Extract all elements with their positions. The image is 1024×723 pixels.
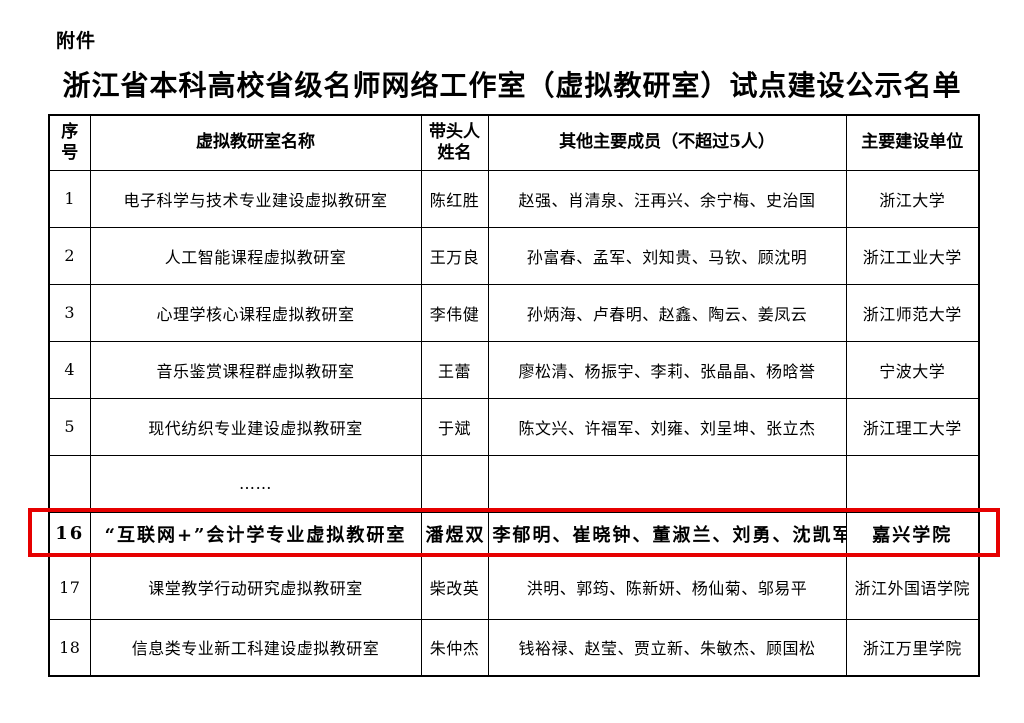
cell-no: 16 <box>48 511 91 556</box>
cell-leader: 王万良 <box>420 226 489 285</box>
cell-name: 现代纺织专业建设虚拟教研室 <box>89 397 422 456</box>
cell-no: 5 <box>48 397 91 456</box>
cell-leader: 柴改英 <box>420 554 489 620</box>
cell-unit: 浙江外国语学院 <box>845 554 980 620</box>
table-wrapper: 序 号 虚拟教研室名称 带头人 姓名 其他主要成员（不超过5人） 主要建设单位 … <box>28 114 1000 677</box>
attachment-label: 附件 <box>56 30 97 52</box>
header-members: 其他主要成员（不超过5人） <box>487 114 847 171</box>
cell-no: 3 <box>48 283 91 342</box>
cell-name: 人工智能课程虚拟教研室 <box>89 226 422 285</box>
cell-leader <box>420 454 489 513</box>
cell-leader: 王蕾 <box>420 340 489 399</box>
cell-unit: 浙江大学 <box>845 169 980 228</box>
cell-no: 17 <box>48 554 91 620</box>
cell-members: 赵强、肖清泉、汪再兴、余宁梅、史治国 <box>487 169 847 228</box>
header-no: 序 号 <box>48 114 91 171</box>
page-title: 浙江省本科高校省级名师网络工作室（虚拟教研室）试点建设公示名单 <box>62 69 962 102</box>
header-leader: 带头人 姓名 <box>420 114 489 171</box>
table-row: 2 人工智能课程虚拟教研室 王万良 孙富春、孟军、刘知贵、马钦、顾沈明 浙江工业大学 <box>48 226 980 285</box>
cell-members: 李郁明、崔晓钟、董淑兰、刘勇、沈凯军 <box>487 511 847 556</box>
cell-name: …… <box>89 454 422 513</box>
table-row: 18 信息类专业新工科建设虚拟教研室 朱仲杰 钱裕禄、赵莹、贾立新、朱敏杰、顾国松 浙江… <box>48 618 980 677</box>
cell-unit <box>845 454 980 513</box>
roster-table: 序 号 虚拟教研室名称 带头人 姓名 其他主要成员（不超过5人） 主要建设单位 … <box>48 114 980 677</box>
cell-members: 孙富春、孟军、刘知贵、马钦、顾沈明 <box>487 226 847 285</box>
cell-name: “互联网+”会计学专业虚拟教研室 <box>89 511 422 556</box>
cell-members: 钱裕禄、赵莹、贾立新、朱敏杰、顾国松 <box>487 618 847 677</box>
table-row: 16 “互联网+”会计学专业虚拟教研室 潘煜双 李郁明、崔晓钟、董淑兰、刘勇、沈凯军嘉… <box>48 511 980 556</box>
cell-name: 心理学核心课程虚拟教研室 <box>89 283 422 342</box>
cell-members <box>487 454 847 513</box>
table-row: 17 课堂教学行动研究虚拟教研室 柴改英 洪明、郭筠、陈新妍、杨仙菊、邬易平 浙江外国语… <box>48 554 980 620</box>
table-row: 5 现代纺织专业建设虚拟教研室 于斌 陈文兴、许福军、刘雍、刘呈坤、张立杰 浙江理工大学 <box>48 397 980 456</box>
cell-no: 2 <box>48 226 91 285</box>
cell-unit: 浙江万里学院 <box>845 618 980 677</box>
cell-members: 廖松清、杨振宇、李莉、张晶晶、杨晗誉 <box>487 340 847 399</box>
cell-no <box>48 454 91 513</box>
cell-members: 孙炳海、卢春明、赵鑫、陶云、姜凤云 <box>487 283 847 342</box>
cell-name: 音乐鉴赏课程群虚拟教研室 <box>89 340 422 399</box>
cell-unit: 浙江师范大学 <box>845 283 980 342</box>
header-unit: 主要建设单位 <box>845 114 980 171</box>
cell-members: 洪明、郭筠、陈新妍、杨仙菊、邬易平 <box>487 554 847 620</box>
table-header: 序 号 虚拟教研室名称 带头人 姓名 其他主要成员（不超过5人） 主要建设单位 <box>48 114 980 171</box>
table-row: …… <box>48 454 980 513</box>
cell-leader: 陈红胜 <box>420 169 489 228</box>
cell-unit: 宁波大学 <box>845 340 980 399</box>
cell-name: 信息类专业新工科建设虚拟教研室 <box>89 618 422 677</box>
cell-leader: 朱仲杰 <box>420 618 489 677</box>
cell-name: 课堂教学行动研究虚拟教研室 <box>89 554 422 620</box>
cell-no: 4 <box>48 340 91 399</box>
table-row: 4 音乐鉴赏课程群虚拟教研室 王蕾 廖松清、杨振宇、李莉、张晶晶、杨晗誉 宁波大学 <box>48 340 980 399</box>
table-row: 3 心理学核心课程虚拟教研室 李伟健 孙炳海、卢春明、赵鑫、陶云、姜凤云 浙江师范大学 <box>48 283 980 342</box>
cell-name: 电子科学与技术专业建设虚拟教研室 <box>89 169 422 228</box>
cell-no: 18 <box>48 618 91 677</box>
cell-no: 1 <box>48 169 91 228</box>
cell-leader: 李伟健 <box>420 283 489 342</box>
header-row: 序 号 虚拟教研室名称 带头人 姓名 其他主要成员（不超过5人） 主要建设单位 <box>48 114 980 171</box>
cell-members: 陈文兴、许福军、刘雍、刘呈坤、张立杰 <box>487 397 847 456</box>
cell-leader: 于斌 <box>420 397 489 456</box>
table-body: 1 电子科学与技术专业建设虚拟教研室 陈红胜 赵强、肖清泉、汪再兴、余宁梅、史治国 浙江… <box>48 169 980 677</box>
cell-leader: 潘煜双 <box>420 511 489 556</box>
header-name: 虚拟教研室名称 <box>89 114 422 171</box>
cell-unit: 浙江理工大学 <box>845 397 980 456</box>
table-row: 1 电子科学与技术专业建设虚拟教研室 陈红胜 赵强、肖清泉、汪再兴、余宁梅、史治国 浙江… <box>48 169 980 228</box>
cell-unit: 浙江工业大学 <box>845 226 980 285</box>
cell-unit: 嘉兴学院 <box>845 511 980 556</box>
